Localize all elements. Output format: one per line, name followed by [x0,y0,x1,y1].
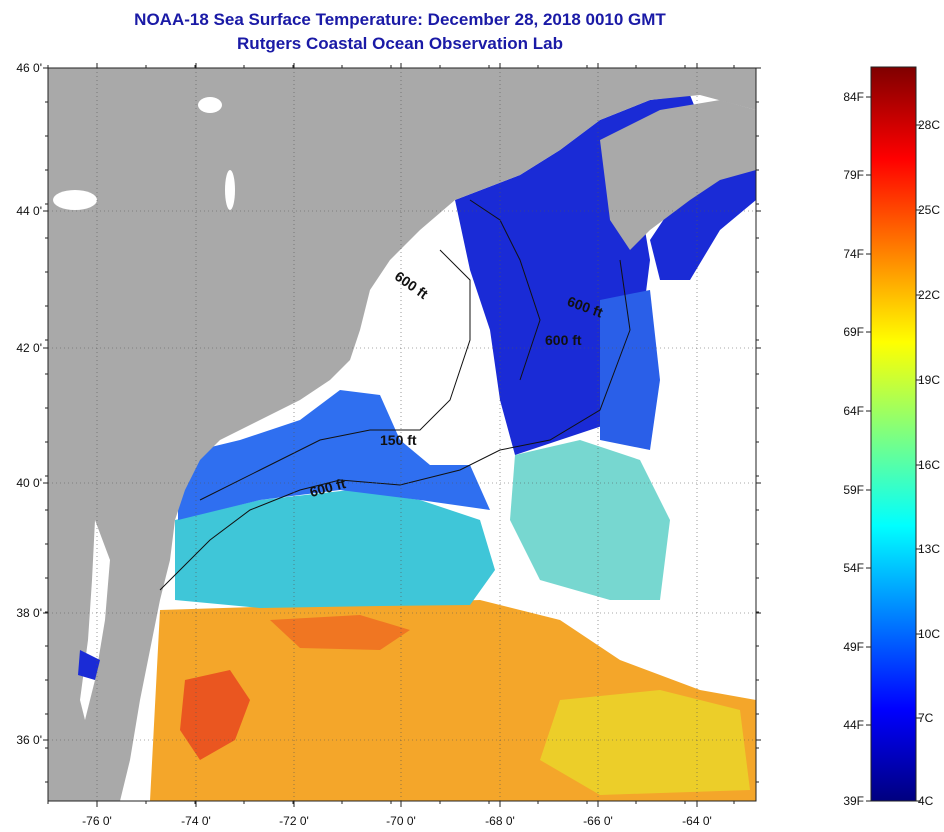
colorbar-gradient [870,66,917,802]
land-mass [48,68,756,801]
yellow-water-patch [540,690,750,795]
isobath-label: 150 ft [380,432,417,448]
lat-label: 40 0' [16,476,42,490]
lon-label: -74 0' [181,814,211,828]
colorbar-f-label: 84F [843,90,864,104]
cold-water-region [650,160,756,280]
lon-label: -72 0' [279,814,309,828]
colorbar-c-label: 10C [918,627,940,641]
colorbar: 84F 79F 74F 69F 64F 59F 54F 49F 44F 39F 28C 25C 22C 1… [843,66,940,808]
cool-water-region [600,290,660,450]
map-area: 600 ft 600 ft 600 ft 150 ft 600 ft [48,68,756,801]
hot-water-patch [270,615,410,650]
axis-ticks: 46 0' 44 0' 42 0' 40 0' 38 0' 36 0' -76 0' -74 … [16,61,761,828]
mild-water-region [175,490,495,608]
lake [198,97,222,113]
colorbar-c-label: 16C [918,458,940,472]
lat-label: 44 0' [16,204,42,218]
hot-water-patch [180,670,250,760]
map-frame [47,67,757,802]
chart-title: NOAA-18 Sea Surface Temperature: Decembe… [134,10,666,29]
colorbar-c-label: 22C [918,288,940,302]
colorbar-f-label: 69F [843,325,864,339]
lat-label: 38 0' [16,606,42,620]
colorbar-c-label: 13C [918,542,940,556]
colorbar-c-label: 28C [918,118,940,132]
lake [53,190,97,210]
colorbar-f-label: 79F [843,168,864,182]
lon-label: -68 0' [485,814,515,828]
cool-water-region [178,390,490,520]
colorbar-c-label: 4C [918,794,934,808]
lon-label: -66 0' [583,814,613,828]
isobath-line [199,249,471,501]
colorbar-f-label: 64F [843,404,864,418]
colorbar-c-label: 7C [918,711,934,725]
colorbar-c-label: 25C [918,203,940,217]
lon-label: -64 0' [682,814,712,828]
colorbar-f-label: 74F [843,247,864,261]
isobath-label: 600 ft [545,332,582,348]
land-mass [600,100,756,250]
lake [225,170,235,210]
isobath-line [159,259,631,591]
chart-subtitle: Rutgers Coastal Ocean Observation Lab [237,34,563,53]
isobath-line [469,199,541,381]
colorbar-f-label: 39F [843,794,864,808]
colorbar-f-label: 44F [843,718,864,732]
colorbar-f-label: 59F [843,483,864,497]
lat-label: 46 0' [16,61,42,75]
lat-label: 36 0' [16,733,42,747]
colorbar-labels: 84F 79F 74F 69F 64F 59F 54F 49F 44F 39F 28C 25C 22C 1… [843,90,940,808]
colorbar-f-label: 49F [843,640,864,654]
lon-label: -70 0' [386,814,416,828]
mild-water-region [510,440,670,600]
lat-label: 42 0' [16,341,42,355]
colorbar-c-label: 19C [918,373,940,387]
lon-label: -76 0' [82,814,112,828]
colorbar-f-label: 54F [843,561,864,575]
bay [78,650,100,680]
